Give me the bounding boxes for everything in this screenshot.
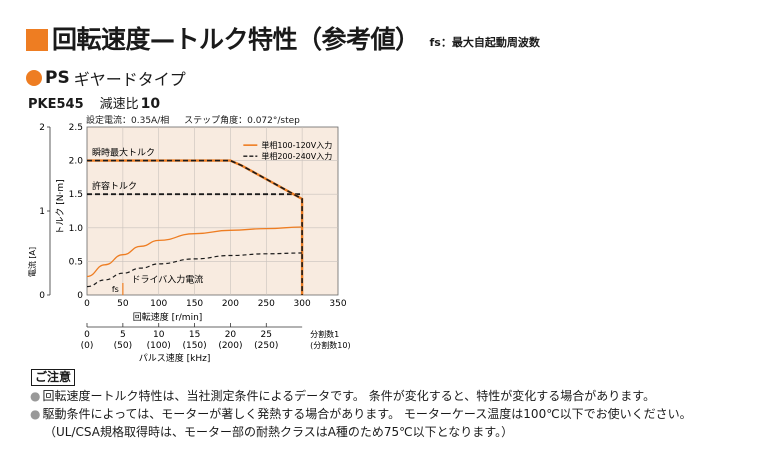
pulse-tick-label: 25 [261,330,272,340]
x-tick-label: 150 [186,299,203,309]
model-line: PKE545 減速比 10 [28,93,160,112]
torque-tick-label: 0 [77,291,83,301]
note-1: ● 回転速度ートルク特性は、当社測定条件によるデータです。 条件が変化すると、特性… [30,387,655,404]
current-axis-title: 電流 [A] [27,247,37,277]
torque-tick-label: 2.5 [69,123,83,133]
orange-dot-icon [26,70,42,86]
x-tick-label: 350 [329,299,346,309]
pulse-tick-label: 20 [225,330,237,340]
x-tick-label: 0 [84,299,90,309]
pulse-tick-alt-label: (0) [81,341,94,351]
current-curve-100-120v [86,226,303,278]
note-3: （UL/CSA規格取得時は、モーター部の耐熱クラスはA種のため75℃以下となりま… [44,423,513,440]
x-axis-title: 回転速度 [r/min] [133,311,203,323]
pulse-tick-label: 5 [120,330,126,340]
ratio-label: 減速比 [99,97,139,112]
pulse-tick-alt-label: (250) [254,341,278,351]
series-heading: PS ギヤードタイプ [26,66,186,90]
pulse-axis-title: パルス速度 [kHz] [139,352,211,364]
page-title: 回転速度—トルク特性（参考値） [52,25,420,54]
pulse-tick-alt-label: (150) [182,341,206,351]
pulse-tick-label: 15 [189,330,200,340]
x-tick-label: 100 [150,299,167,309]
x-tick-label: 250 [258,299,275,309]
pulse-tick-alt-label: (200) [218,341,242,351]
x-tick-label: 50 [117,299,129,309]
legend-label-200-240v: 単相200-240V入力 [261,151,332,161]
condition-step-angle: ステップ角度：0.072°/step [184,116,300,126]
notes-badge: ご注意 [31,369,76,386]
current-tick-label: 1 [39,207,45,217]
annotation-permissible-torque: 許容トルク [92,180,137,192]
pulse-div-alt-label: (分割数10) [310,340,350,350]
note-1-text: 回転速度ートルク特性は、当社測定条件によるデータです。 条件が変化すると、特性が… [42,389,656,403]
fs-note: fs：最大自起動周波数 [429,36,540,49]
torque-tick-label: 2.0 [69,157,84,167]
note-2-text: 駆動条件によっては、モーターが著しく発熱する場合があります。 モーターケース温度… [42,407,692,421]
ratio-value: 10 [140,96,161,112]
annotation-max-torque: 瞬時最大トルク [92,147,155,159]
x-tick-label: 200 [222,299,239,309]
pulse-tick-label: 10 [153,330,165,340]
series-ps: PS [45,68,70,88]
plot-area [86,126,339,296]
torque-curve-200-240v [87,159,303,295]
bullet-icon: ● [30,389,41,403]
legend-label-100-120v: 単相100-120V入力 [261,140,332,150]
torque-tick-label: 0.5 [69,257,83,267]
torque-tick-label: 1.5 [69,190,83,200]
orange-square-icon [26,29,48,51]
model-code: PKE545 [28,97,84,112]
conditions: 設定電流：0.35A/相 ステップ角度：0.072°/step [86,113,300,126]
torque-axis-title: トルク [N·m] [55,179,66,234]
page-header: 回転速度—トルク特性（参考値） fs：最大自起動周波数 [26,24,540,56]
x-tick-label: 300 [294,299,311,309]
pulse-tick-alt-label: (100) [147,341,171,351]
current-tick-label: 2 [39,123,45,133]
bullet-icon: ● [30,407,41,421]
pulse-tick-alt-label: (50) [114,341,132,351]
torque-tick-label: 1.0 [69,224,84,234]
annotation-driver-current: ドライバ入力電流 [131,273,203,285]
condition-current: 設定電流：0.35A/相 [86,116,170,126]
series-type: ギヤードタイプ [73,70,186,89]
note-3-text: （UL/CSA規格取得時は、モーター部の耐熱クラスはA種のため75℃以下となりま… [44,425,514,439]
fs-marker-label: fs [112,285,119,294]
current-tick-label: 0 [39,291,45,301]
pulse-div-label: 分割数1 [310,329,339,339]
note-2: ● 駆動条件によっては、モーターが著しく発熱する場合があります。 モーターケース温… [30,405,692,422]
pulse-tick-label: 0 [84,330,90,340]
